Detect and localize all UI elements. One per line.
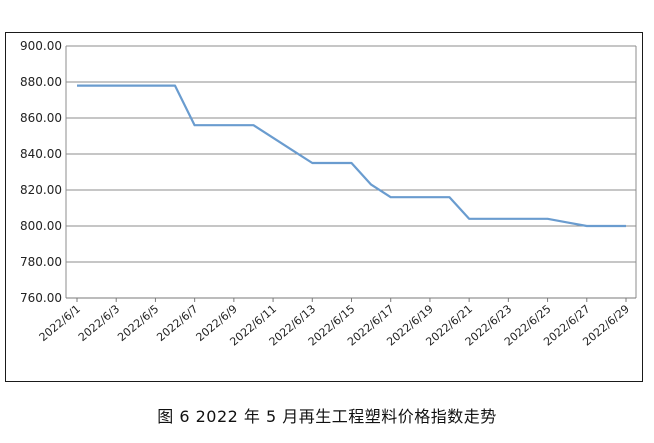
y-tick-label: 820.00 (20, 183, 62, 197)
series-line-0 (77, 84, 626, 228)
y-tick-label: 860.00 (20, 111, 62, 125)
y-tick-label: 800.00 (20, 219, 62, 233)
y-tick-label: 760.00 (20, 291, 62, 305)
line-chart: 900.00 880.00 860.00 840.00 820.00 800.00 780.… (20, 39, 637, 349)
x-tick-label: 2022/6/1 (37, 302, 83, 344)
x-tick-label: 2022/6/5 (115, 302, 161, 344)
y-tick-label: 840.00 (20, 147, 62, 161)
figure-caption: 图 6 2022 年 5 月再生工程塑料价格指数走势 (157, 407, 497, 426)
y-tick-label: 880.00 (20, 75, 62, 89)
y-tick-label: 780.00 (20, 255, 62, 269)
y-tick-label: 900.00 (20, 39, 62, 53)
x-tick-label: 2022/6/3 (76, 302, 122, 344)
chart-frame: 900.00 880.00 860.00 840.00 820.00 800.00 780.… (5, 32, 643, 382)
x-tick-label: 2022/6/7 (154, 302, 200, 344)
